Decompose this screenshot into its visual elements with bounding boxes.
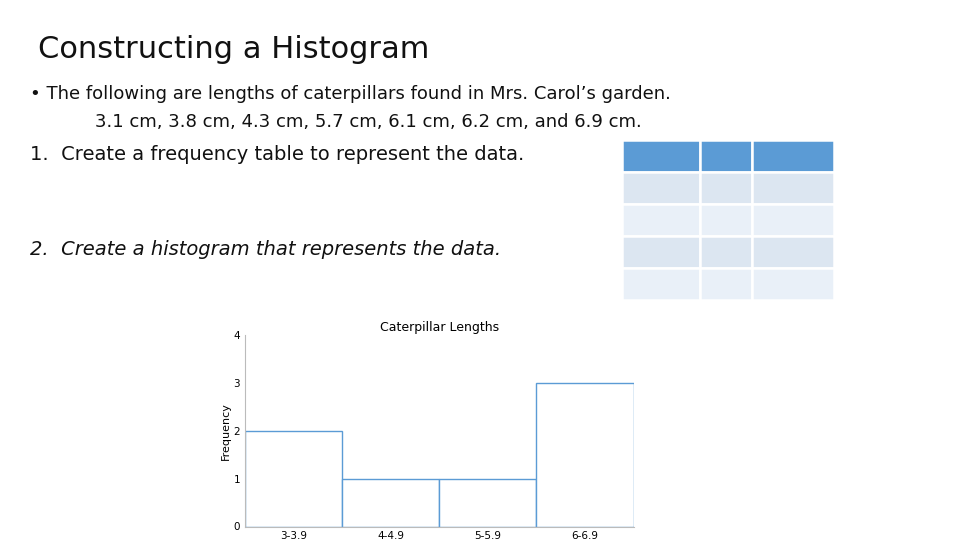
Text: Tally: Tally [708, 149, 744, 163]
Text: 3.1 cm, 3.8 cm, 4.3 cm, 5.7 cm, 6.1 cm, 6.2 cm, and 6.9 cm.: 3.1 cm, 3.8 cm, 4.3 cm, 5.7 cm, 6.1 cm, … [95, 113, 641, 131]
Text: 5-5.9: 5-5.9 [643, 245, 679, 259]
Text: Constructing a Histogram: Constructing a Histogram [38, 35, 429, 64]
Text: 2: 2 [788, 181, 798, 195]
Bar [245, 431, 342, 526]
Text: I: I [724, 213, 728, 227]
Y-axis label: Frequency: Frequency [221, 402, 230, 460]
Text: I: I [724, 245, 728, 259]
Text: • The following are lengths of caterpillars found in Mrs. Carol’s garden.: • The following are lengths of caterpill… [30, 85, 671, 103]
Text: 1: 1 [788, 213, 798, 227]
Text: III: III [720, 277, 732, 291]
Title: Caterpillar Lengths: Caterpillar Lengths [379, 321, 499, 334]
Bar [537, 383, 634, 526]
Text: 3-3.9: 3-3.9 [643, 181, 679, 195]
Text: 1: 1 [788, 245, 798, 259]
Text: Frequency: Frequency [753, 149, 833, 163]
Text: 1.  Create a frequency table to represent the data.: 1. Create a frequency table to represent… [30, 145, 524, 164]
Bar [440, 478, 537, 526]
Text: 6-6.9: 6-6.9 [643, 277, 679, 291]
Text: 4-4.9: 4-4.9 [643, 213, 679, 227]
Text: 3: 3 [788, 277, 798, 291]
Text: II: II [722, 181, 730, 195]
Bar [342, 478, 440, 526]
Text: Lengths: Lengths [630, 149, 692, 163]
Text: 2.  Create a histogram that represents the data.: 2. Create a histogram that represents th… [30, 240, 501, 259]
